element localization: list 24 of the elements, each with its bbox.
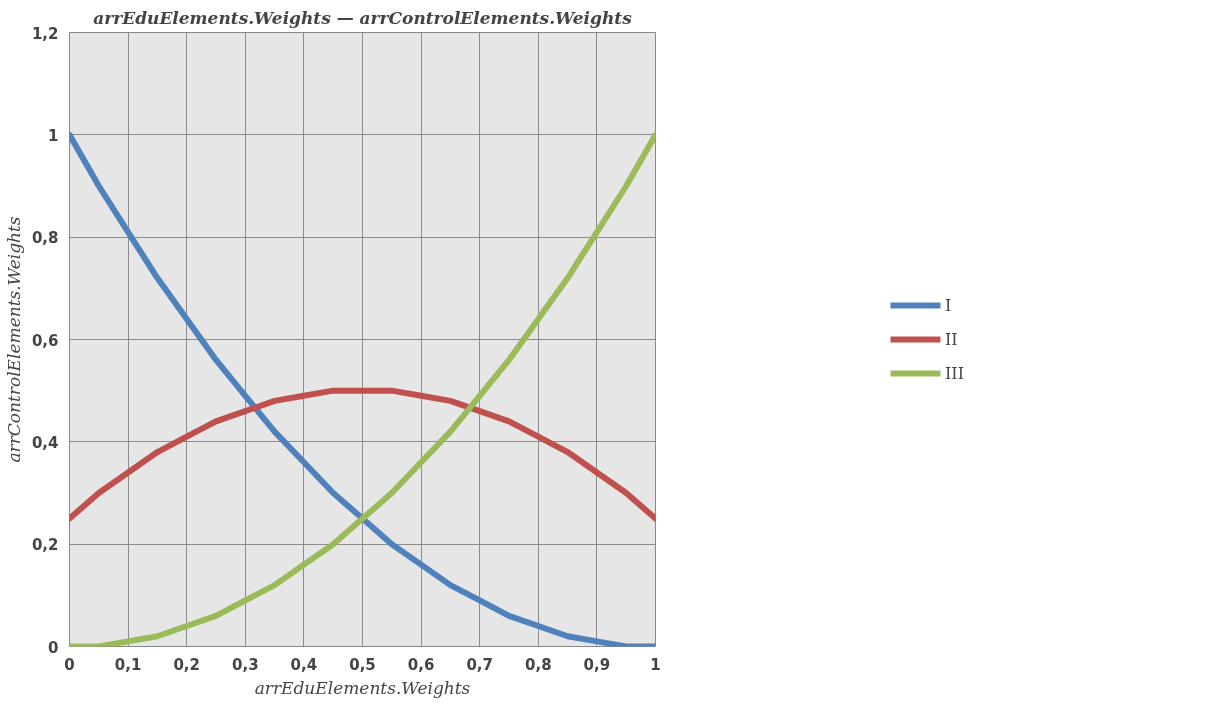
x-tick-label: 0,8 <box>525 655 552 674</box>
x-tick-label: 1 <box>650 655 661 674</box>
x-axis-title: arrEduElements.Weights <box>254 677 471 698</box>
y-tick-label: 0 <box>48 638 59 657</box>
x-tick-label: 0,9 <box>583 655 611 674</box>
legend-label: I <box>945 295 953 315</box>
y-axis-title: arrControlElements.Weights <box>3 216 24 463</box>
y-tick-label: 0,8 <box>31 229 59 248</box>
y-tick-label: 0,2 <box>31 536 59 555</box>
chart-title: arrEduElements.Weights — arrControlElements.Weights <box>93 7 633 28</box>
legend-label: III <box>945 363 965 383</box>
x-tick-label: 0,4 <box>290 655 318 674</box>
y-tick-label: 1,2 <box>31 24 59 43</box>
y-tick-label: 0,4 <box>31 433 59 452</box>
x-tick-label: 0,5 <box>349 655 376 674</box>
x-tick-label: 0,6 <box>407 655 435 674</box>
legend-label: II <box>945 329 959 349</box>
x-tick-label: 0,3 <box>232 655 259 674</box>
y-tick-label: 0,6 <box>31 331 59 350</box>
x-tick-label: 0,1 <box>114 655 142 674</box>
x-tick-label: 0,2 <box>173 655 200 674</box>
y-tick-label: 1 <box>48 126 59 145</box>
x-tick-label: 0,7 <box>466 655 493 674</box>
x-tick-label: 0 <box>64 655 75 674</box>
